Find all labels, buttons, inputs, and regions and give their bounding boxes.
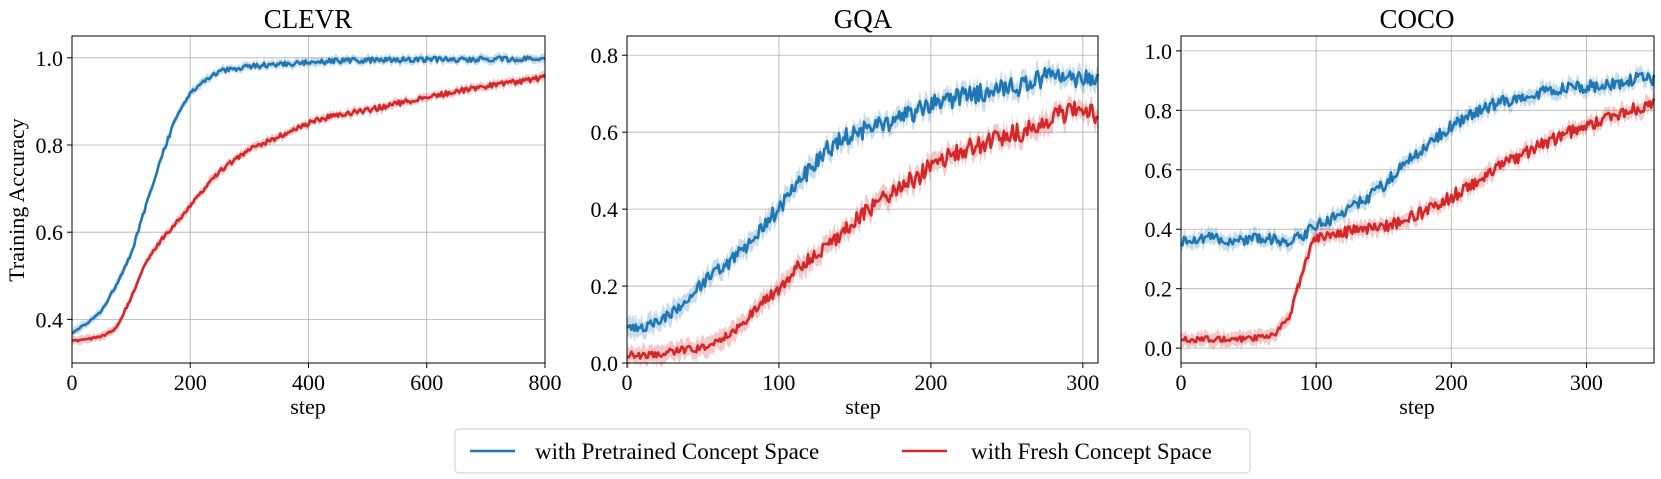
- x-tick-label: 0: [1176, 370, 1187, 395]
- y-axis-label: Training Accuracy: [4, 118, 29, 282]
- x-tick-label: 200: [1435, 370, 1468, 395]
- confidence-bands: [627, 58, 1098, 369]
- chart-panel-clevr: CLEVR 0 200 400 600 800 0.4 0.6 0.8 1.0 step Tr…: [4, 4, 562, 419]
- y-tick-label: 0.2: [591, 274, 619, 299]
- chart-title: CLEVR: [264, 4, 353, 34]
- x-tick-label: 300: [1066, 370, 1099, 395]
- y-tick-label: 0.6: [36, 220, 64, 245]
- chart-panel-gqa: GQA 0 100 200 300 0.0 0.2 0.4 0.6 0.8 step: [591, 4, 1100, 419]
- x-tick-label: 0: [67, 370, 78, 395]
- x-tick-label: 100: [762, 370, 795, 395]
- plot-area: [1181, 36, 1654, 363]
- plot-frame: [626, 35, 1099, 364]
- legend-label-pretrained: with Pretrained Concept Space: [535, 439, 819, 464]
- y-tick-label: 0.8: [591, 43, 619, 68]
- chart-title: GQA: [834, 4, 893, 34]
- series-line: [1180, 98, 1656, 344]
- x-axis-ticks: 0 100 200 300: [622, 363, 1099, 395]
- series-lines: [626, 67, 1100, 360]
- y-tick-label: 0.0: [591, 351, 619, 376]
- y-tick-label: 1.0: [36, 46, 64, 71]
- y-tick-label: 0.4: [591, 197, 619, 222]
- x-axis-ticks: 0 100 200 300: [1176, 363, 1603, 395]
- y-tick-label: 0.0: [1145, 336, 1173, 361]
- x-tick-label: 200: [914, 370, 947, 395]
- legend-label-fresh: with Fresh Concept Space: [971, 439, 1212, 464]
- series-band: [1181, 64, 1654, 255]
- series-line: [626, 67, 1100, 333]
- series-band: [627, 93, 1098, 369]
- x-axis-label: step: [845, 394, 880, 419]
- y-tick-label: 0.2: [1145, 277, 1173, 302]
- plot-frame: [1180, 35, 1655, 364]
- series-band: [627, 58, 1098, 342]
- x-tick-label: 200: [174, 370, 207, 395]
- series-line: [71, 74, 547, 343]
- x-tick-label: 100: [1300, 370, 1333, 395]
- series-lines: [71, 55, 547, 343]
- x-tick-label: 400: [292, 370, 325, 395]
- series-line: [1180, 71, 1656, 248]
- x-tick-label: 800: [529, 370, 562, 395]
- grid: [71, 36, 546, 363]
- y-tick-label: 0.6: [591, 120, 619, 145]
- x-tick-label: 600: [410, 370, 443, 395]
- y-tick-label: 0.8: [36, 133, 64, 158]
- series-lines: [1180, 71, 1656, 344]
- y-tick-label: 1.0: [1145, 39, 1173, 64]
- x-axis-label: step: [290, 394, 325, 419]
- legend-frame: [454, 428, 1251, 474]
- y-axis-ticks: 0.4 0.6 0.8 1.0: [36, 46, 72, 332]
- x-axis-label: step: [1399, 394, 1434, 419]
- chart-panel-coco: COCO 0 100 200 300 0.0 0.2 0.4 0.6 0.8 1.0 step: [1145, 4, 1656, 419]
- series-line: [626, 100, 1100, 360]
- x-axis-ticks: 0 200 400 600 800: [67, 363, 562, 395]
- y-tick-label: 0.4: [36, 307, 64, 332]
- x-tick-label: 0: [622, 370, 633, 395]
- chart-title: COCO: [1379, 4, 1454, 34]
- legend: with Pretrained Concept Space with Fresh…: [454, 428, 1251, 474]
- y-tick-label: 0.8: [1145, 98, 1173, 123]
- series-line: [71, 55, 546, 335]
- y-tick-label: 0.6: [1145, 158, 1173, 183]
- y-axis-ticks: 0.0 0.2 0.4 0.6 0.8: [591, 43, 627, 376]
- y-tick-label: 0.4: [1145, 217, 1173, 242]
- y-axis-ticks: 0.0 0.2 0.4 0.6 0.8 1.0: [1145, 39, 1181, 361]
- x-tick-label: 300: [1570, 370, 1603, 395]
